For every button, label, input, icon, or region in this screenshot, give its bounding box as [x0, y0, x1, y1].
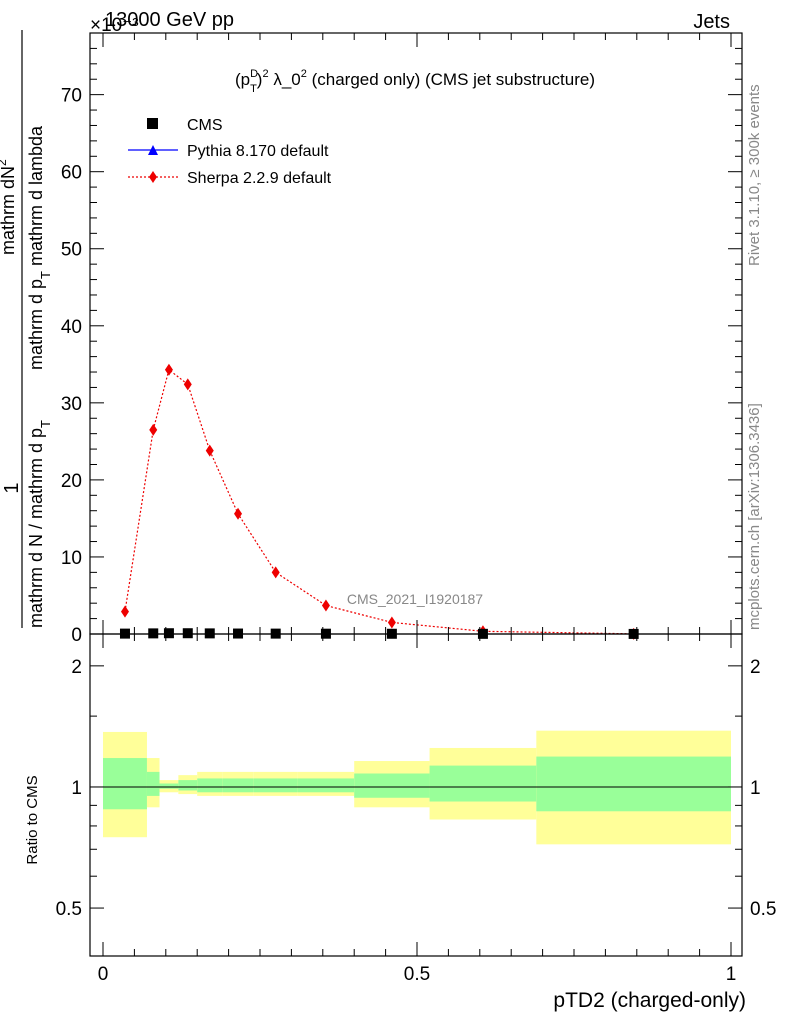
- ratio-plot-frame: [89, 633, 743, 957]
- ylabel-den-part: mathrm d pT mathrm d lambda: [26, 125, 53, 370]
- ytick-label-70: 70: [61, 86, 82, 107]
- sherpa-point-4: [205, 444, 214, 457]
- ratio-band-inner-6: [253, 778, 298, 793]
- xtick-label-0: 0: [98, 964, 109, 985]
- sherpa-point-2: [164, 363, 173, 376]
- ytick-label-20: 20: [61, 471, 82, 492]
- xtick-label-0.5: 0.5: [404, 964, 430, 985]
- ratio-ytick-label-right-1: 1: [750, 778, 761, 799]
- ytick-label-60: 60: [61, 163, 82, 184]
- analysis-id-label: CMS_2021_I1920187: [347, 591, 483, 607]
- ratio-band-inner-1: [146, 771, 160, 796]
- ratio-ytick-label-left-0.5: 0.5: [56, 899, 82, 920]
- sherpa-point-5: [234, 507, 243, 520]
- ratio-band-inner-7: [297, 778, 355, 793]
- chart-title: (pD T)2 λ_02 (charged only) (CMS jet subs…: [235, 68, 595, 95]
- legend-cms-marker: [147, 118, 158, 129]
- sherpa-point-0: [120, 605, 129, 618]
- ratio-band-inner-3: [178, 780, 198, 791]
- main-ylabel: 1 mathrm d N / mathrm d pT mathrm d pT m…: [0, 30, 53, 628]
- cms-point-4: [204, 628, 215, 639]
- ylabel-one: 1: [1, 482, 23, 493]
- ratio-band-inner-5: [222, 778, 254, 793]
- plot-frames: [89, 32, 743, 957]
- cms-point-1: [148, 628, 159, 639]
- ratio-band-inner-4: [197, 778, 223, 793]
- energy-label: 13000 GeV pp: [105, 9, 234, 31]
- ratio-band-inner-0: [103, 758, 147, 810]
- legend-sherpa-marker: [149, 171, 157, 183]
- sherpa-point-7: [321, 599, 330, 612]
- axis-ticks: 0 10 20 30 40 50 60 70 0 0.5 1 0.5 0.5 1 1 2 2: [56, 33, 776, 985]
- legend-pythia-label: Pythia 8.170 default: [187, 143, 329, 160]
- sherpa-point-1: [149, 423, 158, 436]
- ratio-bands: [90, 730, 742, 845]
- y-exponent-label: ×10⁻³: [90, 15, 139, 36]
- ratio-band-inner-9: [429, 765, 537, 802]
- process-label: Jets: [693, 11, 730, 33]
- ratio-band-inner-2: [159, 783, 179, 789]
- ytick-label-50: 50: [61, 240, 82, 261]
- ytick-label-30: 30: [61, 394, 82, 415]
- sherpa-point-6: [271, 566, 280, 579]
- sherpa-point-3: [183, 378, 192, 391]
- sherpa-point-8: [387, 616, 396, 629]
- mcplots-citation-label: mcplots.cern.ch [arXiv:1306.3436]: [746, 403, 763, 630]
- xtick-label-1: 1: [726, 964, 737, 985]
- ratio-ytick-label-left-2: 2: [71, 657, 82, 678]
- legend-cms-label: CMS: [187, 117, 223, 134]
- ratio-ytick-label-right-2: 2: [750, 657, 761, 678]
- cms-point-2: [163, 628, 174, 639]
- xlabel: pTD2 (charged-only): [553, 989, 746, 1012]
- ratio-ylabel: Ratio to CMS: [24, 775, 41, 864]
- ratio-ytick-label-left-1: 1: [71, 778, 82, 799]
- ratio-ytick-label-right-0.5: 0.5: [750, 899, 776, 920]
- ylabel-left-part: mathrm d N / mathrm d pT: [26, 420, 53, 628]
- ytick-label-40: 40: [61, 317, 82, 338]
- legend-sherpa-label: Sherpa 2.2.9 default: [187, 170, 332, 187]
- rivet-version-label: Rivet 3.1.10, ≥ 300k events: [746, 84, 763, 266]
- ytick-label-10: 10: [61, 548, 82, 569]
- ylabel-num-part: mathrm dN2: [0, 159, 18, 255]
- ratio-band-inner-10: [536, 756, 731, 812]
- cms-point-3: [182, 628, 193, 639]
- legend: CMS Pythia 8.170 default Sherpa 2.2.9 de…: [128, 117, 332, 187]
- ratio-band-inner-8: [354, 773, 430, 798]
- legend-pythia-marker: [148, 145, 158, 155]
- ytick-label-0: 0: [71, 625, 82, 646]
